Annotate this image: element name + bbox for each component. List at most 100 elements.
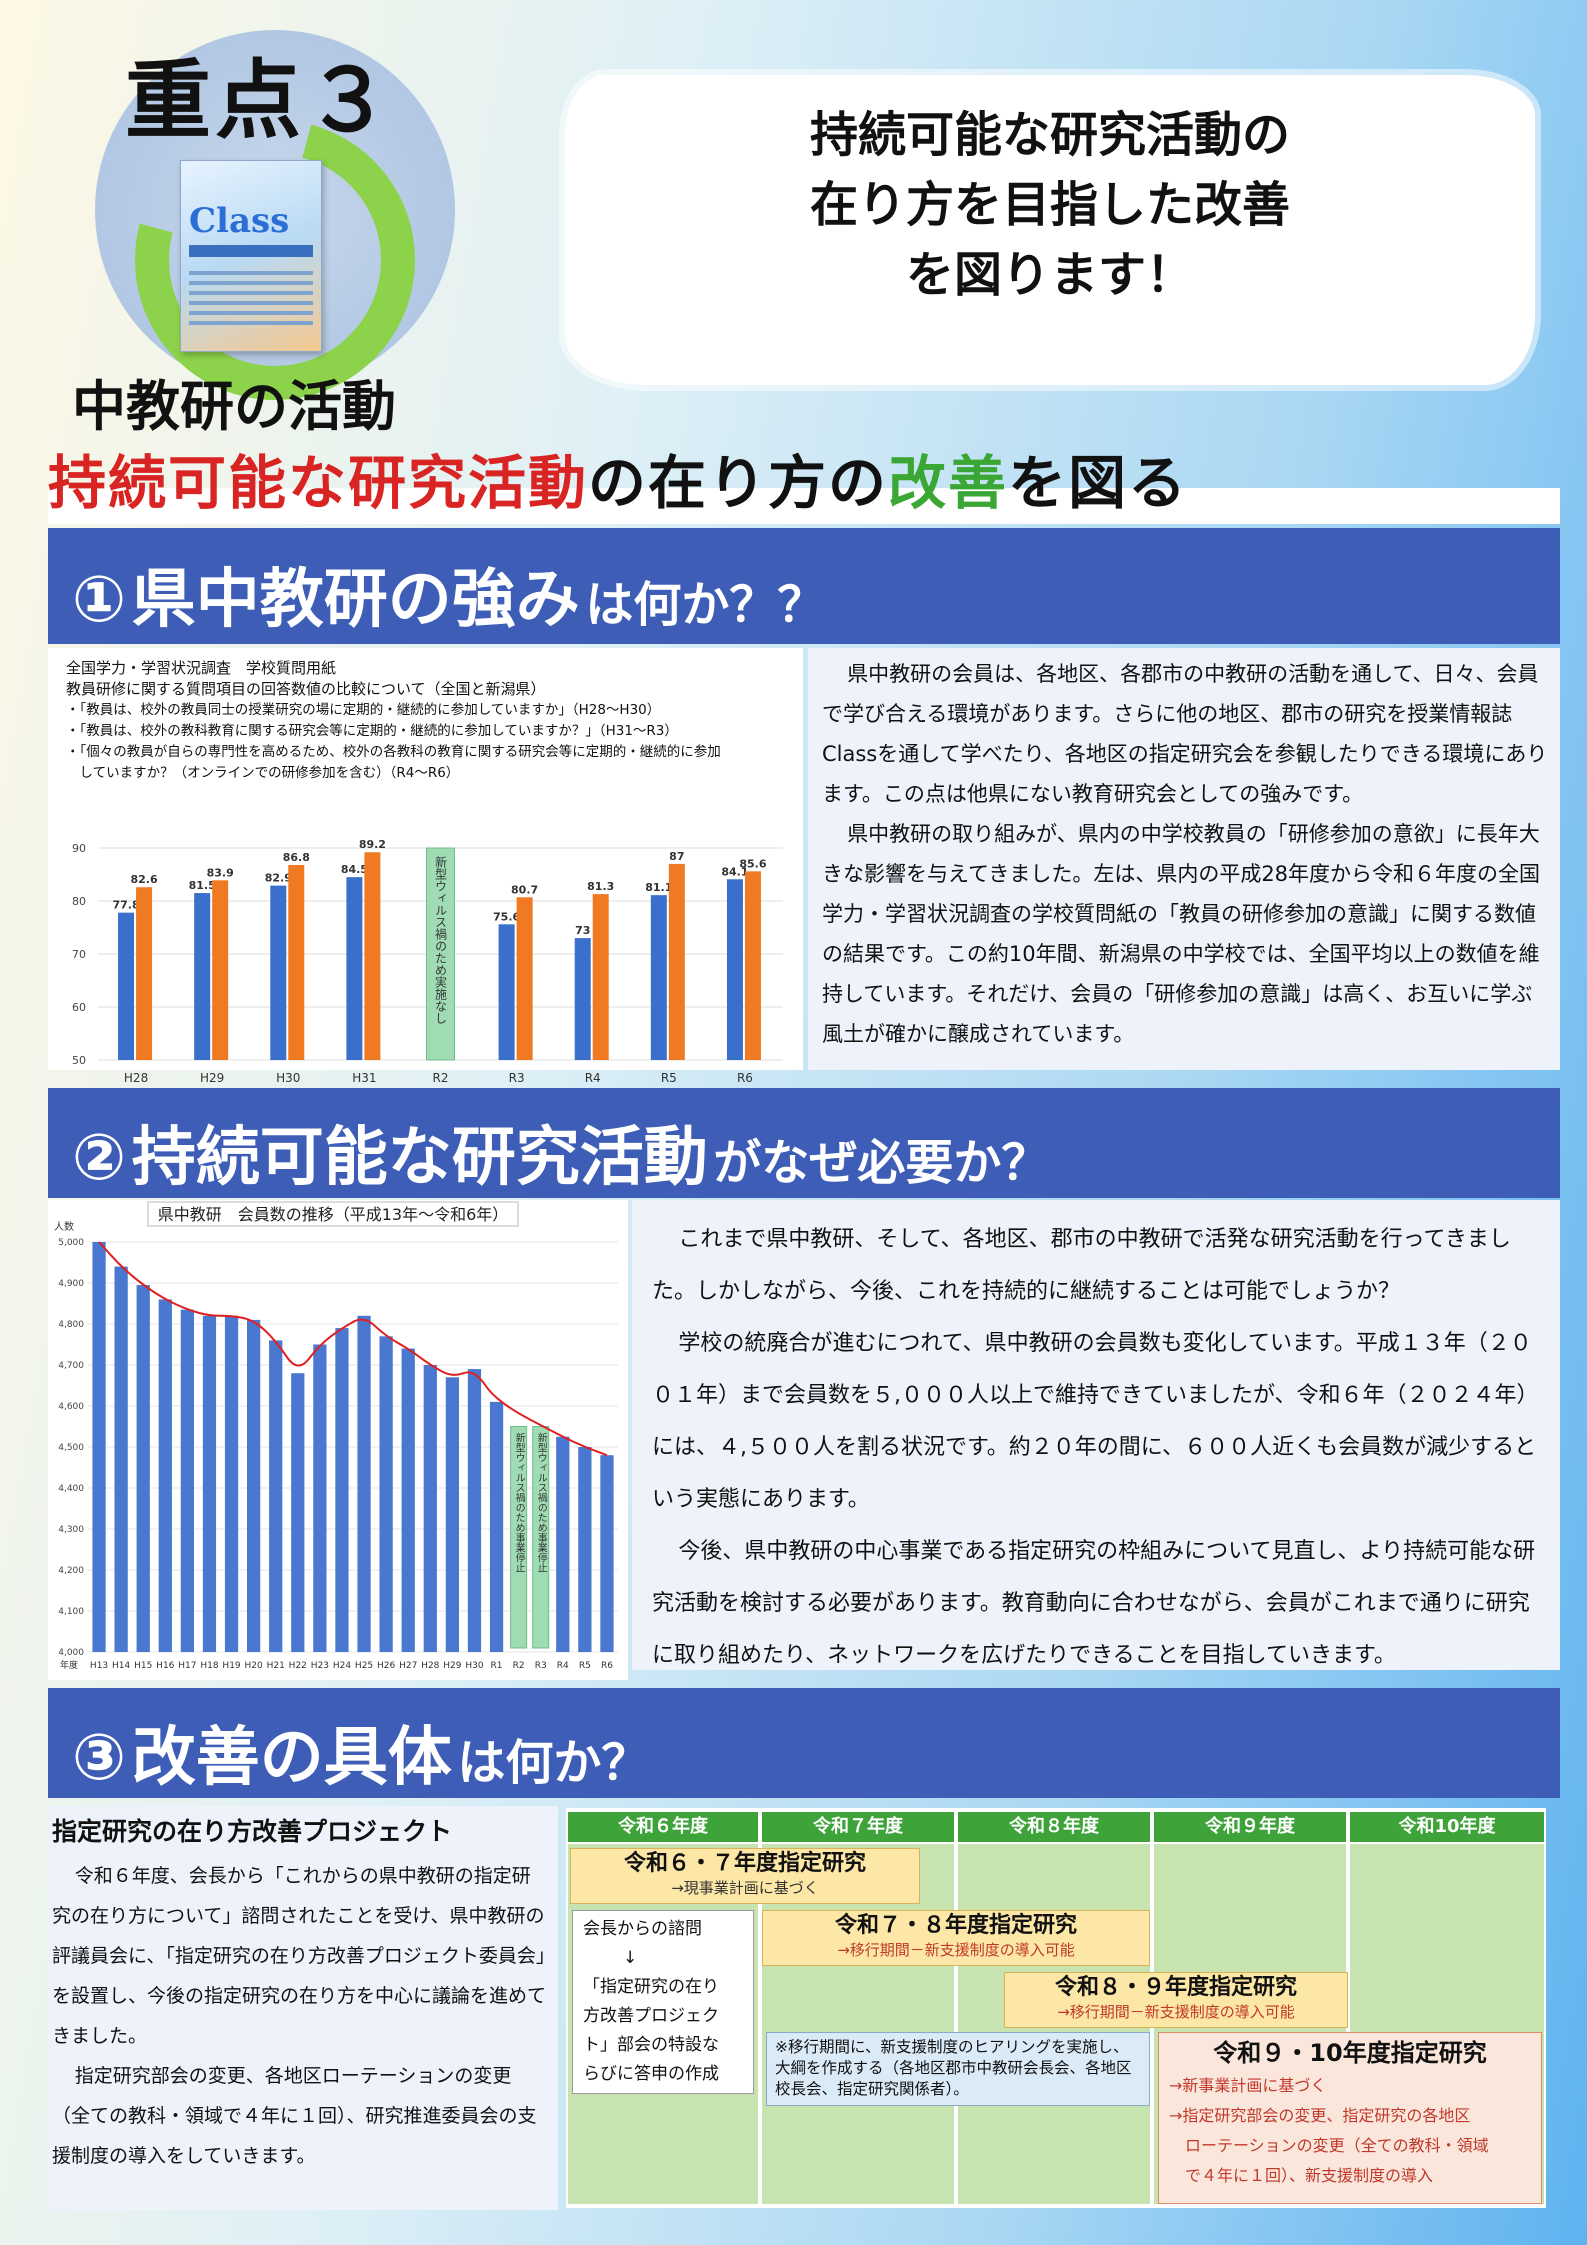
y-tick-label: 60 [72,1001,86,1014]
section-title-sub: がなぜ必要か？ [713,1135,1050,1191]
x-tick-label: R2 [433,1071,449,1085]
chart1-note: ・「個々の教員が自らの専門性を高めるため、校外の各教科の教育に関する研究会等に定… [66,744,721,760]
y-tick-label: 4,800 [58,1320,84,1330]
data-label: 84.5 [341,863,368,876]
data-label: 89.2 [359,838,386,851]
member-bar [269,1340,283,1652]
member-bar [247,1319,261,1652]
section-title-sub: は何か？ [457,1735,650,1791]
main-title-part: 改善 [888,449,1009,517]
year-header: 令和８年度 [958,1812,1150,1842]
x-tick-label: H20 [245,1661,263,1671]
x-tick-label: H28 [421,1661,439,1671]
x-tick-label: H16 [156,1661,174,1671]
x-tick-label: H24 [333,1661,351,1671]
note-line: ト」部会の特設な [583,2035,719,2055]
x-tick-label: H17 [178,1661,196,1671]
x-tick-label: H19 [222,1661,240,1671]
paragraph: 県中教研の取り組みが、県内の中学校教員の「研修参加の意欲」に長年大きな影響を与え… [822,822,1541,1046]
section2-title: ② 持続可能な研究活動 がなぜ必要か？ [72,1106,1049,1198]
bar-新潟県 [592,894,609,1060]
section3-header [48,1688,1560,1798]
section-number: ① [72,563,127,637]
x-axis-prefix: 年度 [60,1659,78,1671]
bar-全国 [650,895,667,1060]
paragraph: これまで県中教研、そして、各地区、郡市の中教研で活発な研究活動を行ってきました。… [652,1227,1511,1304]
trend-line [98,1241,608,1457]
y-axis-label: 人数 [54,1220,74,1233]
data-label: 82.6 [130,873,157,886]
section3-title: ③ 改善の具体 は何か？ [72,1706,649,1798]
member-bar [92,1242,106,1652]
y-tick-label: 4,400 [58,1484,84,1494]
box-sub: →移行期間－新支援制度の導入可能 [837,1941,1075,1959]
member-bar [114,1266,128,1652]
section-title-main: 持続可能な研究活動 [131,1121,708,1195]
member-bar [357,1315,371,1652]
x-tick-label: H18 [200,1661,218,1671]
paragraph: 今後、県中教研の中心事業である指定研究の枠組みについて見直し、より持続可能な研究… [652,1539,1536,1668]
data-label: 82.9 [265,872,292,885]
box-title: 令和６・７年度指定研究 [623,1851,866,1876]
main-title-part: を図る [1008,449,1189,517]
paragraph: 学校の統廃合が進むにつれて、県中教研の会員数も変化しています。平成１３年（２００… [652,1331,1539,1512]
annotation-box [426,847,455,1061]
member-bar [578,1447,592,1652]
member-bar [202,1315,217,1652]
data-label: 75.6 [493,910,520,923]
section-number: ② [72,1121,127,1195]
chart-title: 県中教研 会員数の推移（平成13年～令和6年） [158,1205,509,1224]
bar-全国 [574,938,591,1060]
chart1-svg: 50 60 70 80 90 H28 77.8 82.6 H29 81.583.9 H30 82.9 8… [72,838,783,1115]
x-tick-label: R6 [737,1071,753,1085]
data-label: 85.6 [739,857,766,870]
section2-header [48,1088,1560,1198]
year-header: 令和９年度 [1154,1812,1346,1842]
note-line: ↓ [623,1948,638,1968]
member-bar [136,1285,150,1652]
x-tick-label: R4 [585,1071,601,1085]
bar-全国 [118,912,135,1060]
annotation-text: 新型ウィルス禍のため事業停止 [535,1431,547,1572]
x-tick-label: H28 [124,1071,148,1085]
data-label: 86.8 [283,851,310,864]
section-title-main: 改善の具体 [131,1721,452,1795]
class-magazine-cover: Class [180,160,322,352]
member-bar [224,1315,239,1652]
x-tick-label: H21 [267,1661,285,1671]
data-label: 81.3 [587,880,614,893]
transition-note: ※移行期間に、新支援制度のヒアリングを実施し、大綱を作成する（各地区郡市中教研会… [775,2038,1132,2098]
bar-新潟県 [364,852,381,1060]
member-bar [556,1436,570,1652]
box-line: →指定研究部会の変更、指定研究の各地区 [1169,2106,1471,2125]
box-line: →新事業計画に基づく [1169,2076,1327,2095]
schedule-box-r8-9: 令和８・９年度指定研究 →移行期間－新支援制度の導入可能 [1004,1972,1348,2028]
title-band [48,488,1560,524]
data-label: 81.5 [189,879,216,892]
y-tick-label: 90 [72,842,86,855]
x-tick-label: H25 [355,1661,373,1671]
bar-全国 [346,877,363,1060]
chart-title-box [147,1201,519,1227]
y-tick-label: 5,000 [58,1238,84,1248]
activity-title: 中教研の活動 [72,375,396,438]
member-bar [600,1455,614,1652]
bar-新潟県 [136,887,153,1060]
x-tick-label: H29 [200,1071,224,1085]
main-title: 持続可能な研究活動の在り方の改善を図る [48,436,1188,520]
x-tick-label: H29 [443,1661,461,1671]
x-tick-label: H22 [289,1661,307,1671]
section-title-main: 県中教研の強み [131,563,580,637]
x-tick-label: R3 [509,1071,525,1085]
y-tick-label: 4,300 [58,1525,84,1535]
box-sub: →移行期間－新支援制度の導入可能 [1057,2003,1295,2021]
box-title: 令和９・10年度指定研究 [1213,2039,1487,2067]
member-bar [401,1348,415,1652]
section1-text: 県中教研の会員は、各地区、各郡市の中教研の活動を通して、日々、会員で学び合える環… [808,648,1560,1070]
data-label: 84.1 [721,865,748,878]
chart1-note: していますか？（オンラインでの研修参加を含む）（R4～R6） [66,765,460,781]
x-tick-label: R5 [579,1661,591,1671]
section-title-sub: は何か？？ [585,577,826,633]
y-tick-label: 70 [72,948,86,961]
note-line: 会長からの諮問 [583,1919,702,1939]
